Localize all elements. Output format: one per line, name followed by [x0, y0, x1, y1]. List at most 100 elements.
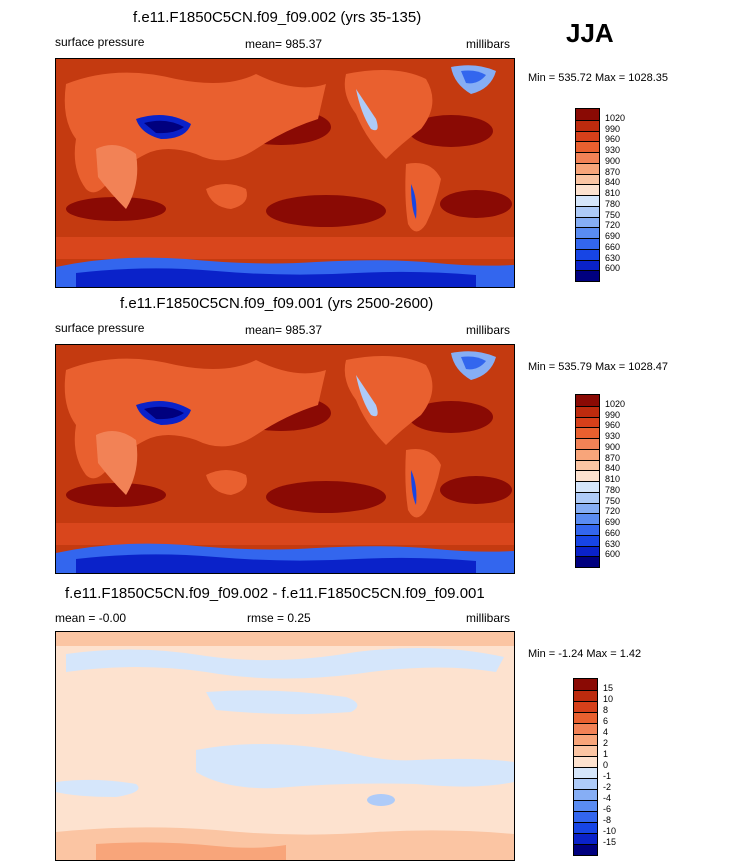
- panel2-colorbar-tick-label: 870: [605, 452, 621, 463]
- panel2-colorbar-tick-label: 630: [605, 538, 621, 549]
- panel2-colorbar-swatch: [576, 395, 599, 406]
- panel1-colorbar-swatch: [576, 109, 599, 120]
- panel2-colorbar-swatch: [576, 491, 599, 503]
- panel2-variable-label: surface pressure: [55, 321, 145, 335]
- panel2-mean-label: mean= 985.37: [245, 323, 323, 337]
- panel3-map: [55, 631, 515, 861]
- panel1-colorbar-tick-label: 690: [605, 231, 621, 241]
- panel1-variable-label: surface pressure: [55, 35, 145, 49]
- panel3-colorbar-swatch: [574, 789, 597, 800]
- panel2-colorbar-tick-label: 720: [605, 506, 621, 517]
- panel2-colorbar-tick-label: 600: [605, 549, 621, 560]
- panel2-colorbar: [575, 394, 600, 568]
- panel3-colorbar-tick-label: -6: [603, 804, 612, 814]
- panel1-colorbar-tick-label: 660: [605, 241, 621, 252]
- panel2-map: [55, 344, 515, 574]
- panel3-colorbar-swatch: [574, 745, 597, 756]
- panel3-colorbar-tick-label: -8: [603, 815, 612, 825]
- panel1-colorbar-swatch: [576, 173, 599, 185]
- panel2-colorbar-tick-label: 1020: [605, 398, 626, 409]
- panel2-colorbar-swatch: [576, 405, 599, 417]
- panel3-colorbar-swatch: [574, 701, 597, 712]
- panel3-title: f.e11.F1850C5CN.f09_f09.002 - f.e11.F185…: [65, 585, 485, 602]
- panel1-rockies: [356, 89, 378, 131]
- panel1-colorbar-swatch: [576, 238, 599, 249]
- panel1-map: [55, 58, 515, 288]
- panel1-colorbar-swatch: [576, 205, 599, 217]
- panel1-colorbar-swatch: [576, 227, 599, 238]
- panel2-minmax-label: Min = 535.79 Max = 1028.47: [528, 361, 669, 373]
- panel3-colorbar-swatch: [574, 811, 597, 822]
- panel3-colorbar-tick-label: 2: [603, 738, 609, 748]
- panel2-colorbar-tick-label: 930: [605, 431, 621, 441]
- panel1-colorbar-swatch: [576, 270, 599, 281]
- panel2-colorbar-swatch: [576, 513, 599, 524]
- panel3-colorbar-swatch: [574, 723, 597, 734]
- panel2-colorbar-swatch: [576, 502, 599, 514]
- panel1-colorbar-swatch: [576, 216, 599, 228]
- panel1-andes: [411, 184, 417, 219]
- panel1-australia-land: [206, 184, 247, 209]
- panel1-colorbar-tick-label: 930: [605, 145, 621, 155]
- panel2-greenland-core: [461, 356, 486, 370]
- panel1-south-pacific-high: [266, 195, 386, 227]
- panel2-colorbar-swatch: [576, 470, 599, 481]
- panel1-colorbar-tick-label: 630: [605, 252, 621, 263]
- panel1-colorbar-tick-label: 600: [605, 263, 621, 274]
- panel2-colorbar-tick-label: 990: [605, 409, 621, 420]
- panel1-colorbar-tick-label: 750: [605, 209, 621, 220]
- panel3-colorbar-swatch: [574, 833, 597, 844]
- panel3-colorbar-tick-label: -10: [603, 826, 617, 836]
- panel1-south-atlantic-high: [440, 190, 512, 218]
- panel3-colorbar-swatch: [574, 822, 597, 833]
- panel3-colorbar-tick-label: -4: [603, 793, 612, 803]
- panel2-colorbar-tick-label: 690: [605, 517, 621, 527]
- panel1-minmax-label: Min = 535.72 Max = 1028.35: [528, 72, 669, 84]
- panel3-north-pacific-negative: [206, 690, 358, 715]
- panel3-antarctic-positive-core: [96, 842, 286, 860]
- panel3-colorbar-swatch: [574, 712, 597, 723]
- panel1-colorbar-tick-label: 720: [605, 220, 621, 231]
- panel2-colorbar-tick-label: 960: [605, 420, 621, 431]
- panel2-title: f.e11.F1850C5CN.f09_f09.001 (yrs 2500-26…: [120, 295, 434, 312]
- panel3-colorbar-tick-label: 10: [603, 694, 614, 704]
- panel2-indian-ocean-high: [66, 483, 166, 507]
- panel2-colorbar-tick-label: 900: [605, 441, 621, 452]
- panel2-australia-land: [206, 470, 247, 495]
- panel3-units-label: millibars: [466, 611, 511, 625]
- panel2-colorbar-swatch: [576, 448, 599, 460]
- panel2-south-pacific-high: [266, 481, 386, 513]
- panel1-greenland-core: [461, 70, 486, 84]
- panel3-colorbar-tick-label: 4: [603, 727, 609, 737]
- panel1-colorbar-swatch: [576, 119, 599, 131]
- panel2-south-atlantic-high: [440, 476, 512, 504]
- panel3-colorbar-tick-label: 0: [603, 760, 609, 770]
- panel3-northern-negative-band: [66, 648, 504, 679]
- panel1-colorbar-swatch: [576, 248, 599, 260]
- panel1-colorbar-swatch: [576, 184, 599, 195]
- panel3-colorbar-swatch: [574, 844, 597, 855]
- panel1-colorbar-swatch: [576, 162, 599, 174]
- panel3-colorbar-tick-label: -15: [603, 837, 617, 847]
- panel2-rockies: [356, 375, 378, 417]
- panel2-colorbar-swatch: [576, 556, 599, 567]
- panel3-southern-negative-band: [196, 743, 514, 789]
- panel2-colorbar-tick-label: 810: [605, 474, 621, 484]
- panel3-colorbar-swatch: [574, 679, 597, 690]
- panel2-southern-ocean-band: [56, 523, 514, 545]
- panel3-colorbar-tick-label: 1: [603, 749, 609, 759]
- panel1-tibet-core: [144, 120, 184, 134]
- panel2-azores-high: [409, 401, 493, 433]
- panel1-colorbar: [575, 108, 600, 282]
- panel1-colorbar-tick-label: 780: [605, 198, 621, 209]
- panel2-map-svg: [56, 345, 514, 573]
- panel1-azores-high: [409, 115, 493, 147]
- panel2-antarctica-core: [76, 554, 476, 573]
- panel2-colorbar-tick-label: 780: [605, 484, 621, 495]
- panel2-colorbar-swatch: [576, 427, 599, 438]
- panel1-colorbar-swatch: [576, 141, 599, 152]
- panel2-tibet-core: [144, 406, 184, 420]
- panel3-colorbar-swatch: [574, 734, 597, 745]
- panel1-units-label: millibars: [466, 37, 511, 51]
- panel3-colorbar-tick-label: -2: [603, 782, 612, 792]
